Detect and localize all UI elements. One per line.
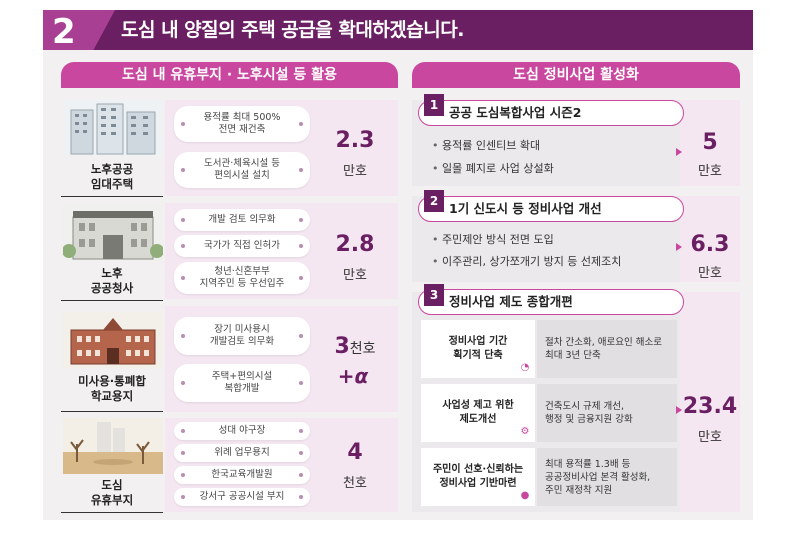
left-section-header: 도심 내 유휴부지 · 노후시설 등 활용 (61, 62, 398, 88)
right-bullet: 일몰 폐지로 사업 상설화 (432, 160, 554, 176)
right-item-title: 정비사업 제도 종합개편 (418, 289, 684, 315)
right-item-title: 공공 도심복합사업 시즌2 (418, 100, 684, 126)
stopwatch-icon: ◔ (520, 362, 530, 373)
pill-text: 성대 야구장 (218, 425, 266, 436)
pill-text: 위례 업무용지 (214, 447, 270, 458)
right-value-panel (680, 292, 740, 512)
right-bullet: 주민제안 방식 전면 도입 (432, 231, 554, 247)
right-section-header: 도심 정비사업 활성화 (412, 62, 740, 88)
row-unit: 만호 (343, 164, 367, 179)
row-unit: 천호 (343, 476, 367, 491)
row-value: 4 (347, 440, 363, 465)
title-banner (43, 10, 753, 50)
right-bullet: 용적률 인센티브 확대 (432, 137, 540, 153)
row-value: 2.3 (335, 128, 375, 153)
pill-item: 개발 검토 의무화 (174, 209, 310, 231)
subitem-desc-text: 건축도시 규제 개선, 행정 및 금융지원 강화 (545, 401, 633, 425)
pill-item: 국가가 직접 인허가 (174, 235, 310, 257)
row-unit: 만호 (343, 268, 367, 283)
right-value-panel (680, 100, 740, 186)
vacant-lot-icon (63, 418, 163, 474)
row-label-line2: 임대주택 (90, 177, 134, 191)
right-bullet: 이주관리, 상가쪼개기 방지 등 선제조치 (432, 253, 621, 269)
subitem-label: 정비사업 기간 획기적 단축 (421, 320, 535, 378)
row-divider (61, 196, 163, 197)
subitem-label-text: 정비사업 기간 획기적 단축 (448, 336, 508, 361)
subitem-label: 사업성 제고 위한 제도개선 (421, 384, 535, 442)
right-item-badge: 3 (424, 284, 444, 306)
row-label-line2: 공공청사 (90, 281, 134, 295)
right-value-panel (680, 196, 740, 282)
pill-text: 한국교육개발원 (211, 469, 273, 480)
right-unit: 만호 (698, 164, 722, 179)
pill-text: 장기 미사용시 개발검토 의무화 (209, 324, 275, 347)
row-value: 3천호 (316, 334, 394, 359)
government-building-icon (63, 205, 163, 261)
right-unit: 만호 (698, 266, 722, 281)
pill-text: 청년·신혼부부 지역주민 등 우선입주 (199, 266, 285, 289)
apartment-buildings-icon (63, 100, 163, 156)
subitem-desc: 최대 용적률 1.3배 등 공공정비사업 본격 활성화, 주민 재정착 지원 (537, 448, 677, 506)
row-value-suffix: 천호 (349, 341, 376, 357)
pill-item: 위례 업무용지 (174, 444, 310, 462)
row-label: 미사용·통폐합 학교용지 (61, 374, 163, 404)
subitem-desc-text: 절차 간소화, 애로요인 해소로 최대 3년 단축 (545, 337, 662, 361)
subitem-desc: 건축도시 규제 개선, 행정 및 금융지원 강화 (537, 384, 677, 442)
pill-item: 용적률 최대 500% 전면 재건축 (174, 106, 310, 142)
right-item-title: 1기 신도시 등 정비사업 개선 (418, 196, 684, 222)
row-label: 도심 유휴부지 (61, 478, 163, 508)
gear-icon: ⚙ (520, 426, 530, 437)
arrow-right-icon (676, 406, 682, 414)
row-divider (61, 300, 163, 301)
pill-item: 강서구 공공시설 부지 (174, 488, 310, 506)
school-building-icon (63, 312, 163, 368)
pill-item: 도서관·체육시설 등 편의시설 설치 (174, 152, 310, 188)
subitem-desc-text: 최대 용적률 1.3배 등 공공정비사업 본격 활성화, 주민 재정착 지원 (545, 458, 651, 496)
arrow-right-icon (676, 243, 682, 251)
right-item-badge: 1 (424, 94, 444, 116)
row-divider (61, 411, 163, 412)
right-value: 23.4 (682, 394, 738, 419)
pill-text: 개발 검토 의무화 (208, 214, 276, 225)
right-item-badge: 2 (424, 190, 444, 212)
pill-text: 도서관·체육시설 등 편의시설 설치 (204, 158, 280, 181)
row-label: 노후공공 임대주택 (61, 162, 163, 192)
subitem-label-text: 주민이 선호·신뢰하는 정비사업 기반마련 (432, 464, 524, 489)
row-extra: +α (337, 364, 369, 388)
right-value: 6.3 (690, 232, 730, 257)
subitem-label: 주민이 선호·신뢰하는 정비사업 기반마련 (421, 448, 535, 506)
row-divider (61, 512, 163, 513)
pill-text: 국가가 직접 인허가 (204, 240, 280, 251)
pill-item: 한국교육개발원 (174, 466, 310, 484)
row-label-line1: 노후공공 (90, 162, 134, 176)
pill-item: 청년·신혼부부 지역주민 등 우선입주 (174, 262, 310, 294)
subitem-desc: 절차 간소화, 애로요인 해소로 최대 3년 단축 (537, 320, 677, 378)
banner-number: 2 (52, 12, 76, 52)
row-label-line2: 학교용지 (90, 389, 134, 403)
right-value: 5 (702, 130, 718, 155)
row-label-line1: 노후 (101, 266, 123, 280)
pill-text: 용적률 최대 500% 전면 재건축 (203, 112, 281, 135)
pill-text: 강서구 공공시설 부지 (199, 491, 285, 502)
pill-item: 성대 야구장 (174, 422, 310, 440)
pill-text: 주택+편의시설 복합개발 (211, 371, 273, 394)
row-value: 2.8 (335, 232, 375, 257)
right-unit: 만호 (698, 430, 722, 445)
row-label-line2: 유휴부지 (90, 493, 134, 507)
row-value-number: 3 (334, 334, 350, 359)
row-label: 노후 공공청사 (61, 266, 163, 296)
banner-title: 도심 내 양질의 주택 공급을 확대하겠습니다. (121, 19, 464, 41)
arrow-right-icon (676, 148, 682, 156)
pill-item: 장기 미사용시 개발검토 의무화 (174, 317, 310, 355)
subitem-label-text: 사업성 제고 위한 제도개선 (442, 400, 514, 425)
people-icon: ● (520, 490, 530, 501)
row-label-line1: 미사용·통폐합 (78, 374, 146, 388)
row-label-line1: 도심 (101, 478, 123, 492)
pill-item: 주택+편의시설 복합개발 (174, 364, 310, 402)
